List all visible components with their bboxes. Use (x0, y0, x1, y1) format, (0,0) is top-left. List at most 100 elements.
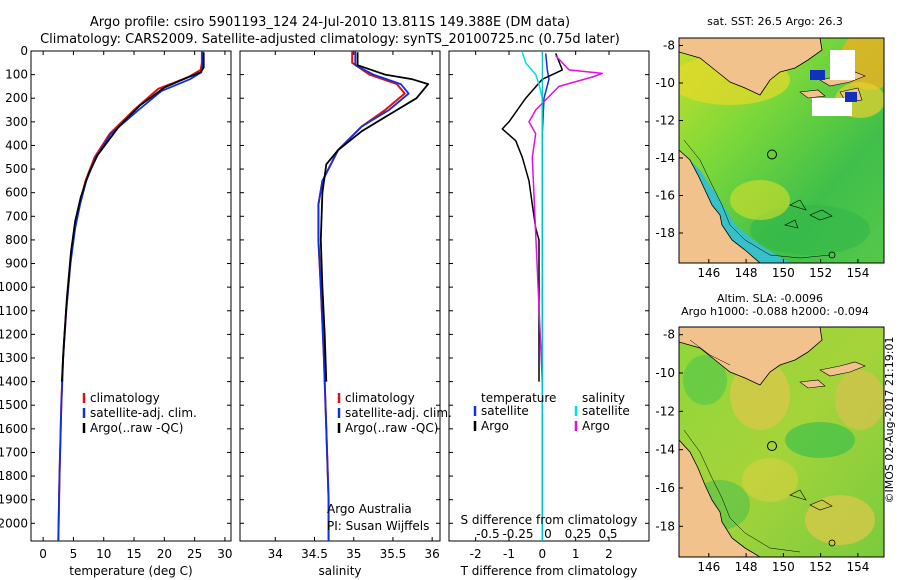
map-y-tick-label: -14 (655, 443, 675, 457)
annotation-argo-australia: Argo Australia (327, 502, 412, 516)
temperature-legend: climatology satellite-adj. clim. Argo(..… (82, 391, 197, 435)
legend-label-argo: Argo(..raw -QC) (345, 421, 438, 435)
map-y-tick-label: -10 (655, 76, 675, 90)
s-diff-tick-label: -0.25 (502, 527, 533, 541)
imos-timestamp: ©IMOS 02-Aug-2017 21:19:01 (883, 337, 896, 504)
map-y-tick-label: -18 (655, 226, 675, 240)
depth-tick-label: 700 (5, 209, 28, 223)
salinity-series (317, 51, 430, 541)
depth-tick-label: 500 (5, 162, 28, 176)
x-tick-label: 20 (157, 547, 172, 561)
sla-float-marker (767, 441, 777, 451)
x-tick-label: 34 (268, 547, 283, 561)
depth-tick-label: 600 (5, 186, 28, 200)
depth-tick-label: 1800 (0, 469, 28, 483)
depth-tick-label: 800 (5, 233, 28, 247)
sst-map-image (679, 38, 884, 263)
difference-x-axis: -2 -1 0 1 2 (470, 51, 613, 561)
legend-label-argo: Argo(..raw -QC) (90, 421, 183, 435)
salinity-x-axis: 34 34.5 35 35.5 36 (268, 51, 440, 561)
x-tick-label: 10 (96, 547, 111, 561)
depth-tick-label: 1200 (0, 327, 28, 341)
sla-map-title-1: Altim. SLA: -0.0096 (717, 292, 823, 305)
difference-panel-frame (448, 50, 650, 542)
legend-title-temperature: temperature (481, 391, 556, 405)
depth-tick-label: 1100 (0, 304, 28, 318)
map-y-tick-label: -16 (655, 189, 675, 203)
map-x-tick-label: 154 (846, 560, 869, 574)
legend-label-s-argo: Argo (582, 419, 610, 433)
x-tick-label: 25 (187, 547, 202, 561)
series-line-argo-raw-qc (61, 52, 205, 382)
sla-map-axes: 146 148 150 152 154 -8 -10 -12 -14 -16 -18 (655, 328, 869, 574)
series-line-satellite-adj-clim (317, 51, 410, 541)
salinity-axis-label: salinity (318, 564, 361, 578)
map-y-tick-label: -18 (655, 519, 675, 533)
map-x-tick-label: 150 (772, 560, 795, 574)
x-tick-label: 35 (346, 547, 361, 561)
map-x-tick-label: 152 (809, 266, 832, 280)
map-x-tick-label: 146 (697, 266, 720, 280)
map-x-tick-label: 154 (846, 266, 869, 280)
annotation-pi: PI: Susan Wijffels (327, 519, 429, 533)
map-x-tick-label: 148 (735, 266, 758, 280)
difference-series (501, 51, 604, 541)
map-y-tick-label: -12 (655, 404, 675, 418)
t-difference-axis-label: T difference from climatology (460, 564, 638, 578)
depth-axis: 0 100 200 300 400 500 600 700 800 900 1000 1100 1200… (0, 44, 649, 530)
temperature-series (57, 51, 205, 542)
depth-tick-label: 1600 (0, 422, 28, 436)
map-x-tick-label: 150 (772, 266, 795, 280)
x-tick-label: -2 (470, 547, 482, 561)
legend-label-satellite: satellite-adj. clim. (345, 406, 452, 420)
depth-tick-label: 300 (5, 115, 28, 129)
sst-float-marker (767, 149, 777, 160)
x-tick-label: -1 (503, 547, 515, 561)
legend-title-salinity: salinity (582, 391, 625, 405)
temperature-axis-label: temperature (deg C) (69, 564, 192, 578)
title-line-2: Climatology: CARS2009. Satellite-adjuste… (40, 32, 620, 47)
series-line-t-argo (501, 53, 564, 382)
series-line-satellite-adj-clim (57, 51, 204, 542)
depth-tick-label: 1300 (0, 351, 28, 365)
x-tick-label: 0 (539, 547, 547, 561)
map-x-tick-label: 146 (697, 560, 720, 574)
salinity-legend: climatology satellite-adj. clim. Argo(..… (327, 391, 452, 533)
map-x-tick-label: 152 (809, 560, 832, 574)
sla-map-title-2: Argo h1000: -0.088 h2000: -0.094 (681, 305, 869, 318)
temperature-panel-frame (30, 50, 232, 542)
s-diff-tick-label: 0 (544, 527, 552, 541)
map-y-tick-label: -12 (655, 114, 675, 128)
sst-map-frame (678, 37, 885, 264)
series-line-climatology (317, 51, 406, 541)
legend-label-climatology: climatology (345, 391, 415, 405)
s-diff-tick-label: 0.5 (598, 527, 617, 541)
series-line-s-argo (528, 55, 604, 382)
x-tick-label: 5 (70, 547, 78, 561)
legend-label-t-satellite: satellite (481, 404, 529, 418)
salinity-panel-frame (239, 50, 441, 542)
depth-tick-label: 1700 (0, 445, 28, 459)
map-y-tick-label: -8 (663, 39, 675, 53)
depth-tick-label: 1400 (0, 375, 28, 389)
x-tick-label: 30 (217, 547, 232, 561)
x-tick-label: 1 (572, 547, 580, 561)
map-y-tick-label: -8 (663, 328, 675, 342)
map-y-tick-label: -14 (655, 151, 675, 165)
depth-tick-label: 200 (5, 91, 28, 105)
s-difference-axis-label: S difference from climatology (461, 513, 638, 527)
difference-legend: temperature satellite Argo salinity sate… (473, 391, 630, 433)
x-tick-label: 15 (126, 547, 141, 561)
depth-tick-label: 1900 (0, 493, 28, 507)
x-tick-label: 34.5 (301, 547, 328, 561)
depth-tick-label: 0 (20, 44, 28, 58)
depth-tick-label: 100 (5, 68, 28, 82)
map-y-tick-label: -10 (655, 366, 675, 380)
x-tick-label: 35.5 (380, 547, 407, 561)
series-line-t-satellite (541, 53, 550, 541)
s-difference-x-axis: -0.5 -0.25 0 0.25 0.5 (476, 527, 617, 541)
depth-tick-label: 900 (5, 257, 28, 271)
s-diff-tick-label: 0.25 (565, 527, 592, 541)
legend-label-climatology: climatology (90, 391, 160, 405)
